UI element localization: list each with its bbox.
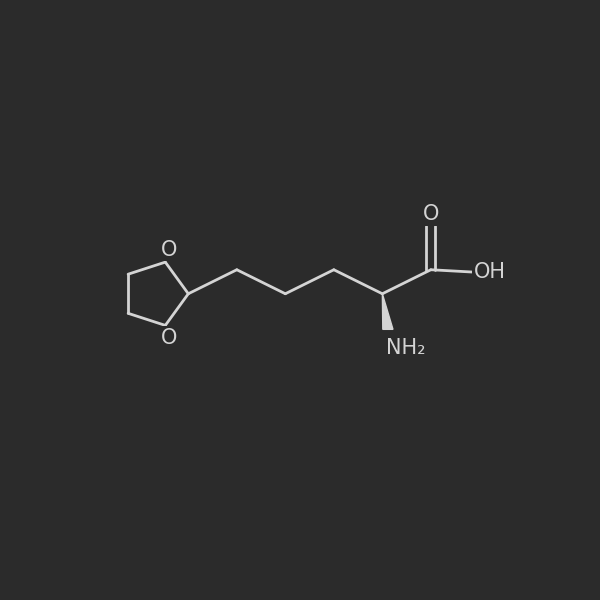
Text: O: O: [422, 204, 439, 224]
Polygon shape: [382, 294, 393, 329]
Text: O: O: [161, 240, 178, 260]
Text: O: O: [161, 328, 178, 347]
Text: NH₂: NH₂: [386, 338, 425, 358]
Text: OH: OH: [474, 262, 506, 282]
